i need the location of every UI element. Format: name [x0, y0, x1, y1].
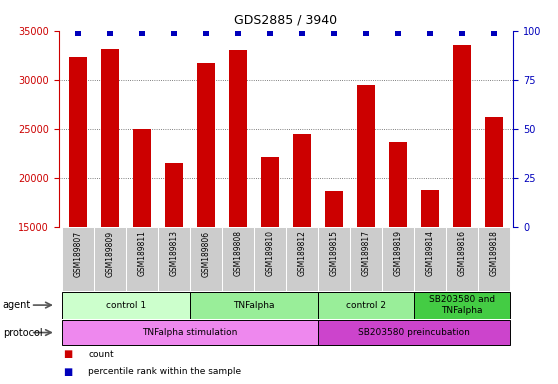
- FancyBboxPatch shape: [62, 320, 318, 345]
- Point: [330, 30, 339, 36]
- Text: control 2: control 2: [346, 301, 386, 310]
- Text: GSM189813: GSM189813: [170, 230, 179, 276]
- Text: GSM189812: GSM189812: [297, 230, 306, 276]
- Bar: [133, 129, 151, 227]
- Point: [426, 30, 435, 36]
- Bar: [325, 191, 343, 227]
- FancyBboxPatch shape: [254, 227, 286, 291]
- FancyBboxPatch shape: [94, 227, 126, 291]
- FancyBboxPatch shape: [350, 227, 382, 291]
- Point: [266, 30, 275, 36]
- FancyBboxPatch shape: [158, 227, 190, 291]
- Point: [137, 30, 146, 36]
- Text: protocol: protocol: [3, 328, 42, 338]
- FancyBboxPatch shape: [318, 320, 510, 345]
- FancyBboxPatch shape: [62, 291, 190, 319]
- Text: SB203580 and
TNFalpha: SB203580 and TNFalpha: [429, 295, 495, 315]
- FancyBboxPatch shape: [222, 227, 254, 291]
- Point: [73, 30, 82, 36]
- Text: GSM189819: GSM189819: [393, 230, 402, 276]
- Text: GSM189814: GSM189814: [426, 230, 435, 276]
- Bar: [165, 164, 182, 227]
- Text: ■: ■: [63, 349, 73, 359]
- FancyBboxPatch shape: [446, 227, 478, 291]
- Text: GSM189808: GSM189808: [233, 230, 242, 276]
- Text: SB203580 preincubation: SB203580 preincubation: [358, 328, 470, 337]
- Point: [458, 30, 466, 36]
- Text: GSM189809: GSM189809: [105, 230, 114, 276]
- Bar: [293, 134, 311, 227]
- Point: [297, 30, 306, 36]
- Bar: [421, 190, 439, 227]
- FancyBboxPatch shape: [414, 291, 510, 319]
- Text: GSM189807: GSM189807: [73, 230, 83, 276]
- Bar: [357, 85, 375, 227]
- FancyBboxPatch shape: [190, 227, 222, 291]
- Text: GDS2885 / 3940: GDS2885 / 3940: [234, 14, 338, 27]
- FancyBboxPatch shape: [190, 291, 318, 319]
- Bar: [69, 57, 86, 227]
- Text: GSM189810: GSM189810: [266, 230, 275, 276]
- Text: control 1: control 1: [106, 301, 146, 310]
- Bar: [453, 45, 471, 227]
- Bar: [101, 50, 119, 227]
- Bar: [485, 117, 503, 227]
- FancyBboxPatch shape: [62, 227, 94, 291]
- Text: GSM189815: GSM189815: [330, 230, 339, 276]
- Text: GSM189818: GSM189818: [489, 230, 499, 276]
- FancyBboxPatch shape: [478, 227, 510, 291]
- Point: [233, 30, 242, 36]
- FancyBboxPatch shape: [318, 291, 414, 319]
- Text: TNFalpha stimulation: TNFalpha stimulation: [142, 328, 238, 337]
- FancyBboxPatch shape: [286, 227, 318, 291]
- Point: [393, 30, 402, 36]
- Text: GSM189811: GSM189811: [137, 230, 146, 276]
- FancyBboxPatch shape: [382, 227, 414, 291]
- Bar: [197, 63, 215, 227]
- Text: GSM189806: GSM189806: [201, 230, 210, 276]
- Text: GSM189816: GSM189816: [458, 230, 466, 276]
- Text: agent: agent: [3, 300, 31, 310]
- Point: [170, 30, 179, 36]
- Point: [362, 30, 371, 36]
- Point: [105, 30, 114, 36]
- Point: [490, 30, 499, 36]
- Text: GSM189817: GSM189817: [362, 230, 371, 276]
- Text: percentile rank within the sample: percentile rank within the sample: [88, 367, 241, 376]
- Point: [201, 30, 210, 36]
- Bar: [261, 157, 279, 227]
- FancyBboxPatch shape: [318, 227, 350, 291]
- Text: TNFalpha: TNFalpha: [233, 301, 275, 310]
- FancyBboxPatch shape: [126, 227, 158, 291]
- Text: count: count: [88, 350, 114, 359]
- Text: ■: ■: [63, 366, 73, 377]
- Bar: [229, 50, 247, 227]
- Bar: [389, 142, 407, 227]
- FancyBboxPatch shape: [414, 227, 446, 291]
